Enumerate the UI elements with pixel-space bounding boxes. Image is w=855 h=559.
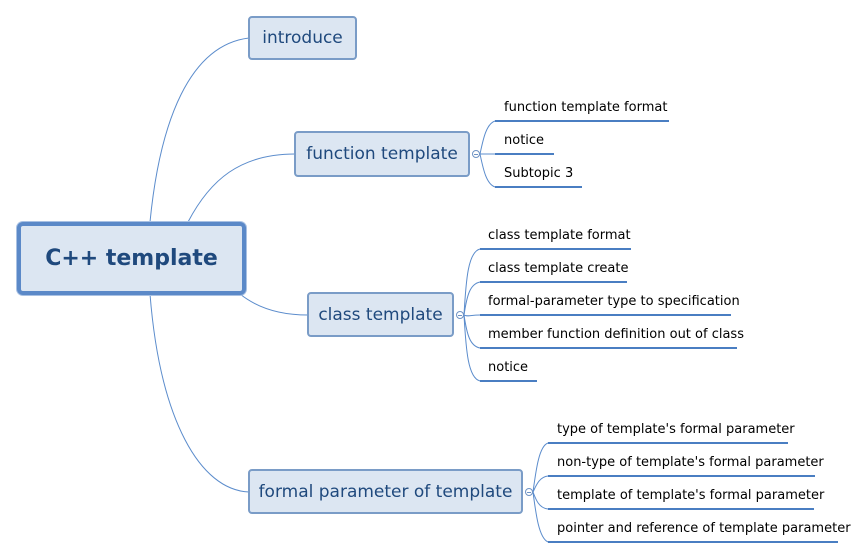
collapse-toggle-icon[interactable] — [472, 150, 480, 158]
subtopic-underline — [548, 541, 838, 543]
subtopic-underline — [480, 314, 731, 316]
subtopic-label[interactable]: formal-parameter type to specification — [488, 294, 740, 309]
topic-formal-parameter[interactable]: formal parameter of template — [248, 469, 523, 514]
subtopic-label[interactable]: class template create — [488, 261, 629, 276]
collapse-toggle-icon[interactable] — [456, 311, 464, 319]
central-topic[interactable]: C++ template — [17, 222, 246, 295]
subtopic-label[interactable]: notice — [504, 133, 545, 148]
subtopic-underline — [495, 153, 554, 155]
subtopic-underline — [495, 186, 582, 188]
topic-class-template[interactable]: class template — [307, 292, 454, 337]
subtopic-underline — [480, 248, 631, 250]
subtopic-label[interactable]: type of template's formal parameter — [557, 422, 795, 437]
subtopic-underline — [480, 347, 737, 349]
subtopic-label[interactable]: non-type of template's formal parameter — [557, 455, 824, 470]
subtopic-underline — [480, 281, 627, 283]
subtopic-underline — [548, 508, 814, 510]
subtopic-underline — [480, 380, 537, 382]
subtopic-label[interactable]: Subtopic 3 — [504, 166, 574, 181]
subtopic-label[interactable]: notice — [488, 360, 529, 375]
topic-introduce[interactable]: introduce — [248, 16, 357, 60]
subtopic-label[interactable]: function template format — [504, 100, 668, 115]
topic-function-template[interactable]: function template — [294, 131, 470, 177]
subtopic-underline — [495, 120, 669, 122]
subtopic-label[interactable]: class template format — [488, 228, 631, 243]
subtopic-underline — [548, 442, 788, 444]
subtopic-label[interactable]: member function definition out of class — [488, 327, 744, 342]
subtopic-label[interactable]: template of template's formal parameter — [557, 488, 825, 503]
collapse-toggle-icon[interactable] — [525, 488, 533, 496]
subtopic-underline — [548, 475, 815, 477]
subtopic-label[interactable]: pointer and reference of template parame… — [557, 521, 851, 536]
